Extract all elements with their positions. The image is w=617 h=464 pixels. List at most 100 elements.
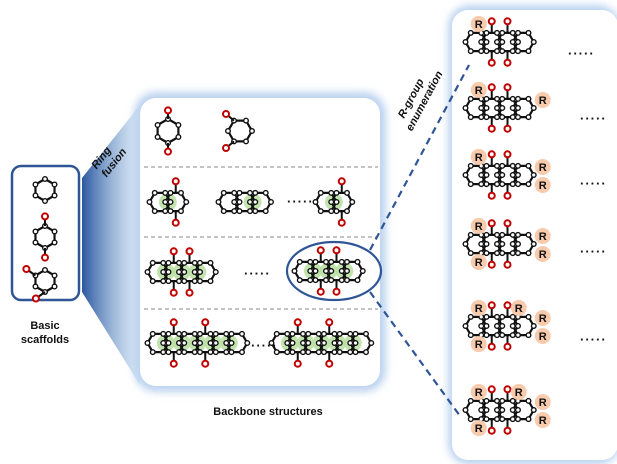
carbon-atom — [478, 48, 485, 55]
carbon-atom — [483, 332, 490, 339]
carbon-atom — [42, 175, 49, 182]
oxygen-atom — [503, 191, 512, 200]
carbon-atom — [196, 340, 203, 347]
oxygen-atom — [316, 287, 325, 296]
oxygen-atom — [185, 288, 194, 297]
carbon-atom — [305, 349, 312, 356]
carbon-atom — [196, 330, 203, 337]
carbon-atom — [228, 340, 235, 347]
carbon-atom — [525, 231, 532, 238]
oxygen-atom — [332, 246, 341, 255]
carbon-atom — [175, 133, 182, 140]
carbon-atom — [338, 268, 345, 275]
carbon-atom — [467, 332, 474, 339]
oxygen-atom — [503, 301, 512, 310]
carbon-atom — [333, 198, 340, 205]
carbon-atom — [212, 330, 219, 337]
carbon-atom — [328, 277, 335, 284]
oxygen-atom — [503, 150, 512, 159]
carbon-atom — [525, 397, 532, 404]
carbon-atom — [183, 198, 190, 205]
carbon-atom — [333, 208, 340, 215]
r-group-badge-icon — [534, 159, 551, 175]
basic-scaffolds-molecules — [22, 175, 58, 303]
carbon-atom — [525, 250, 532, 257]
oxygen-atom — [487, 260, 496, 269]
carbon-atom — [236, 208, 243, 215]
carbon-atom — [317, 189, 324, 196]
ellipsis-rgroup-1: ····· — [568, 46, 595, 61]
carbon-atom — [368, 340, 375, 347]
r-group-label: R — [475, 19, 483, 31]
carbon-atom — [509, 323, 516, 330]
basic-scaffolds-label-line1: Basic — [30, 320, 59, 332]
carbon-atom — [483, 181, 490, 188]
carbon-atom — [317, 208, 324, 215]
carbon-atom — [268, 340, 275, 347]
carbon-atom — [499, 162, 506, 169]
carbon-atom — [236, 198, 243, 205]
backbone-structures-label: Backbone structures — [213, 406, 322, 418]
r-group-badge-icon — [470, 336, 487, 353]
carbon-atom — [467, 114, 474, 121]
carbon-atom — [51, 239, 58, 246]
carbon-atom — [165, 259, 172, 266]
carbon-atom — [242, 138, 249, 145]
carbon-atom — [494, 104, 501, 111]
oxygen-atom — [325, 359, 334, 368]
r-group-label: R — [539, 397, 547, 409]
ellipsis-rgroup-2: ····· — [580, 111, 607, 126]
carbon-atom — [165, 269, 172, 276]
carbon-atom — [181, 340, 188, 347]
carbon-atom — [483, 162, 490, 169]
ellipsis-rgroup-4: ····· — [580, 244, 607, 259]
oxygen-atom — [503, 342, 512, 351]
r-group-label: R — [475, 303, 483, 315]
r-group-badge-icon — [470, 299, 487, 316]
carbon-atom — [462, 39, 469, 46]
carbon-atom — [509, 231, 516, 238]
carbon-atom — [349, 198, 356, 205]
carbon-atom — [207, 340, 214, 347]
carbon-atom — [207, 330, 214, 337]
carbon-atom — [284, 340, 291, 347]
carbon-atom — [515, 181, 522, 188]
r-group-label: R — [475, 85, 483, 97]
oxygen-atom — [164, 106, 172, 115]
oxygen-atom — [503, 58, 512, 67]
oxygen-atom — [503, 260, 512, 269]
oxygen-atom — [487, 219, 496, 228]
carbon-atom — [228, 349, 235, 356]
carbon-atom — [515, 323, 522, 330]
dashed-connector-top — [369, 64, 470, 251]
oxygen-atom — [337, 218, 346, 227]
carbon-atom — [483, 29, 490, 36]
carbon-atom — [478, 181, 485, 188]
r-group-badge-icon — [470, 81, 487, 98]
carbon-atom — [462, 323, 469, 330]
carbon-atom — [494, 114, 501, 121]
carbon-atom — [494, 397, 501, 404]
carbon-atom — [344, 258, 351, 265]
carbon-atom — [363, 330, 370, 337]
carbon-atom — [483, 407, 490, 414]
oxygen-atom — [487, 58, 496, 67]
carbon-atom — [321, 330, 328, 337]
carbon-atom — [363, 349, 370, 356]
carbon-atom — [483, 416, 490, 423]
carbon-atom — [207, 259, 214, 266]
carbon-atom — [499, 29, 506, 36]
carbon-atom — [323, 277, 330, 284]
carbon-atom — [344, 189, 351, 196]
oxygen-atom — [487, 191, 496, 200]
carbon-atom — [494, 29, 501, 36]
carbon-atom — [530, 323, 537, 330]
oxygen-atom — [22, 264, 31, 273]
carbon-atom — [196, 269, 203, 276]
carbon-atom — [207, 349, 214, 356]
carbon-atom — [212, 349, 219, 356]
carbon-atom — [509, 48, 516, 55]
carbonyl-bond — [27, 269, 37, 277]
carbon-atom — [191, 259, 198, 266]
carbon-atom — [494, 181, 501, 188]
